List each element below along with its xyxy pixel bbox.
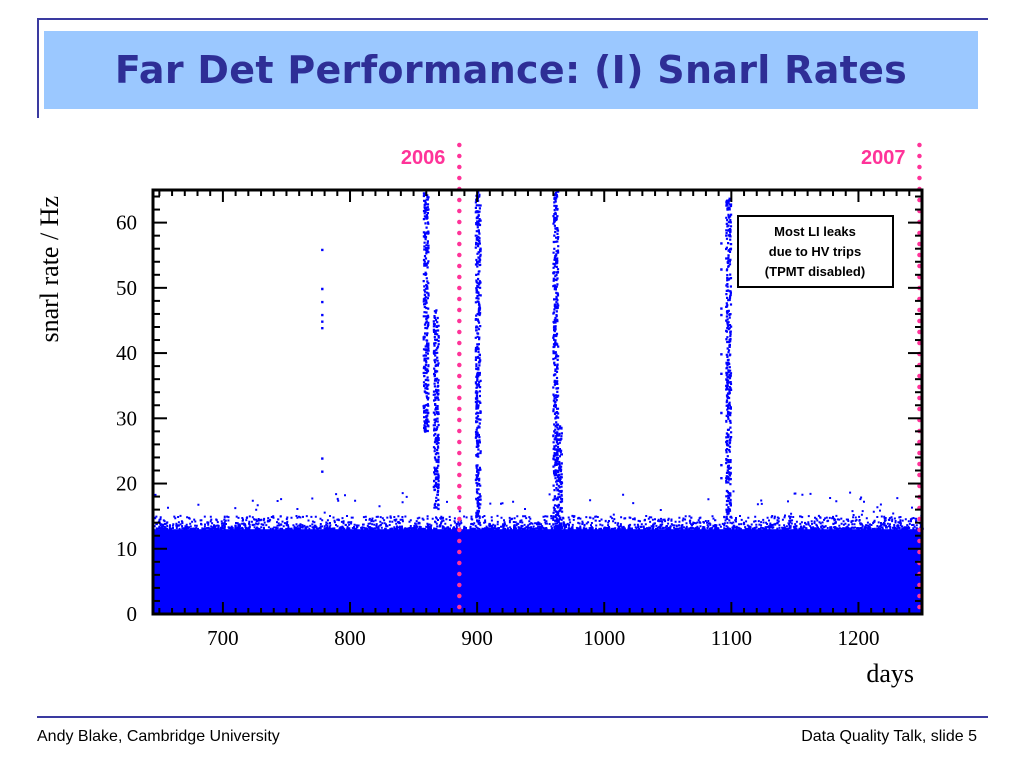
baseline-band xyxy=(153,529,922,614)
axes xyxy=(151,188,924,616)
y-tick-label-10: 10 xyxy=(116,537,137,561)
annotation-line-2: due to HV trips xyxy=(769,244,861,259)
data-points xyxy=(153,190,924,614)
title-banner: Far Det Performance: (I) Snarl Rates xyxy=(44,31,978,109)
footer-slide-info: Data Quality Talk, slide 5 xyxy=(801,728,977,745)
axis-labels: 700 800 900 1000 1100 1200 0 10 20 30 40 50 60 days sn… xyxy=(35,196,914,688)
y-tick-label-50: 50 xyxy=(116,276,137,300)
plot-frame xyxy=(151,188,924,616)
x-axis-title: days xyxy=(866,659,914,688)
title-frame-top-rule xyxy=(37,18,988,20)
title-frame-left-rule xyxy=(37,18,39,118)
annotation-line-3: (TPMT disabled) xyxy=(765,264,865,279)
x-tick-label-700: 700 xyxy=(207,626,239,650)
annotation-box: Most LI leaks due to HV trips (TPMT disabl… xyxy=(737,215,894,288)
slide-title: Far Det Performance: (I) Snarl Rates xyxy=(114,48,908,92)
year-marker-label-2006: 2006 xyxy=(401,147,446,169)
year-marker-label-2007: 2007 xyxy=(861,147,906,169)
y-axis-title: snarl rate / Hz xyxy=(35,196,64,343)
spike-1097 xyxy=(725,197,733,518)
annotation-line-1: Most LI leaks xyxy=(774,224,856,239)
spike-900 xyxy=(474,191,482,525)
y-tick-label-0: 0 xyxy=(127,602,138,626)
spike-961 xyxy=(552,190,560,531)
spike-867 xyxy=(432,309,440,511)
y-tick-label-30: 30 xyxy=(116,406,137,430)
y-tick-label-60: 60 xyxy=(116,211,137,235)
footer-rule xyxy=(37,716,988,718)
footer-author: Andy Blake, Cambridge University xyxy=(37,728,280,745)
spike-859 xyxy=(422,192,430,433)
y-tick-label-40: 40 xyxy=(116,341,137,365)
x-tick-label-800: 800 xyxy=(334,626,366,650)
x-tick-label-1100: 1100 xyxy=(711,626,752,650)
annotation-frame xyxy=(737,215,894,288)
baseline-scatter-points xyxy=(153,490,924,530)
x-tick-label-900: 900 xyxy=(461,626,493,650)
x-tick-label-1000: 1000 xyxy=(583,626,625,650)
spike-964 xyxy=(556,425,564,532)
spike-778 xyxy=(321,248,324,473)
spike-1092 xyxy=(720,242,723,480)
y-tick-label-20: 20 xyxy=(116,472,137,496)
x-tick-label-1200: 1200 xyxy=(837,626,879,650)
